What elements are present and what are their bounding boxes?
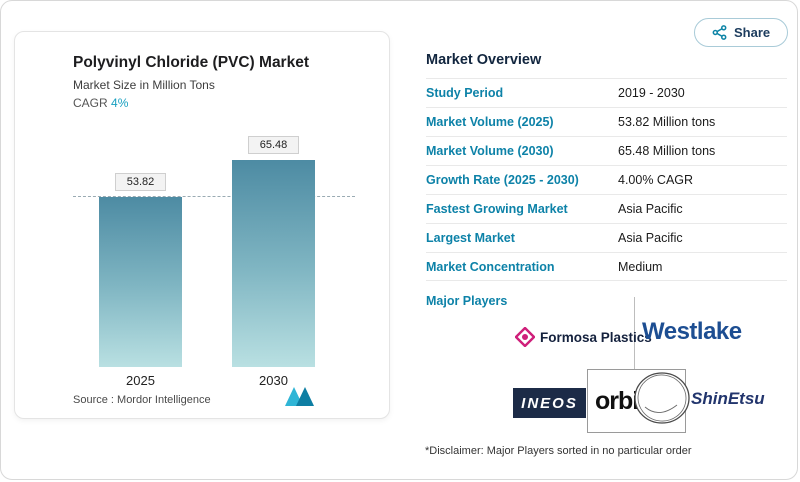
chart-subtitle: Market Size in Million Tons — [73, 78, 215, 92]
row-label: Fastest Growing Market — [426, 202, 568, 216]
overview-table: Study Period 2019 - 2030 Market Volume (… — [426, 78, 787, 281]
chart-title: Polyvinyl Chloride (PVC) Market — [73, 54, 309, 71]
logo-formosa-plastics: Formosa Plastics — [515, 327, 652, 347]
logo-westlake: Westlake — [642, 318, 742, 345]
bar-group-2030: 65.48 — [232, 127, 315, 367]
share-button-label: Share — [734, 25, 771, 40]
row-value: 53.82 Million tons — [618, 115, 716, 129]
logo-shinetsu: ShinEtsu — [691, 389, 765, 408]
row-value: Medium — [618, 259, 663, 274]
share-icon — [712, 25, 727, 40]
cagr-value: 4% — [111, 96, 129, 110]
row-label: Market Volume (2025) — [426, 115, 554, 129]
table-row: Market Concentration Medium — [426, 252, 787, 281]
overview-title: Market Overview — [426, 52, 542, 68]
table-row: Fastest Growing Market Asia Pacific — [426, 194, 787, 223]
source-label: Source : — [73, 394, 114, 406]
bar-2030 — [232, 160, 315, 367]
table-row: Largest Market Asia Pacific — [426, 223, 787, 252]
formosa-diamond-icon — [515, 327, 535, 347]
table-row: Market Volume (2025) 53.82 Million tons — [426, 107, 787, 136]
table-row: Growth Rate (2025 - 2030) 4.00% CAGR — [426, 165, 787, 194]
row-value: 4.00% CAGR — [618, 173, 694, 187]
formosa-plastics-wordmark: Formosa Plastics — [540, 329, 652, 345]
source-line: Source : Mordor Intelligence — [73, 394, 211, 406]
row-label: Growth Rate (2025 - 2030) — [426, 173, 579, 187]
x-axis-label-2025: 2025 — [126, 373, 155, 388]
disclaimer-text: *Disclaimer: Major Players sorted in no … — [425, 445, 692, 457]
major-players-label: Major Players — [426, 294, 508, 308]
row-label: Largest Market — [426, 231, 515, 245]
row-value: 65.48 Million tons — [618, 144, 716, 158]
bar-2025 — [99, 197, 182, 367]
row-label: Market Volume (2030) — [426, 144, 554, 158]
cagr-label: CAGR — [73, 96, 108, 110]
bar-value-label-2025: 53.82 — [114, 173, 167, 191]
cagr-line: CAGR 4% — [73, 96, 128, 110]
table-row: Study Period 2019 - 2030 — [426, 78, 787, 107]
share-button[interactable]: Share — [694, 18, 789, 47]
chart-card: Polyvinyl Chloride (PVC) Market Market S… — [14, 31, 390, 419]
table-row: Market Volume (2030) 65.48 Million tons — [426, 136, 787, 165]
logo-divider — [634, 297, 635, 433]
reference-line — [73, 196, 355, 197]
row-value: Asia Pacific — [618, 231, 683, 245]
row-label: Study Period — [426, 86, 504, 100]
mordor-intelligence-logo-icon — [283, 384, 315, 411]
bar-group-2025: 53.82 — [99, 127, 182, 367]
row-value: Asia Pacific — [618, 202, 683, 216]
x-axis-label-2030: 2030 — [259, 373, 288, 388]
row-label: Market Concentration — [426, 259, 555, 274]
bar-chart: 53.82 65.48 — [65, 127, 365, 367]
bar-value-label-2030: 65.48 — [247, 136, 300, 154]
source-name: Mordor Intelligence — [117, 394, 211, 406]
row-value: 2019 - 2030 — [618, 86, 685, 100]
logo-ineos: INEOS — [513, 388, 586, 418]
sketch-circle-icon — [631, 369, 693, 432]
